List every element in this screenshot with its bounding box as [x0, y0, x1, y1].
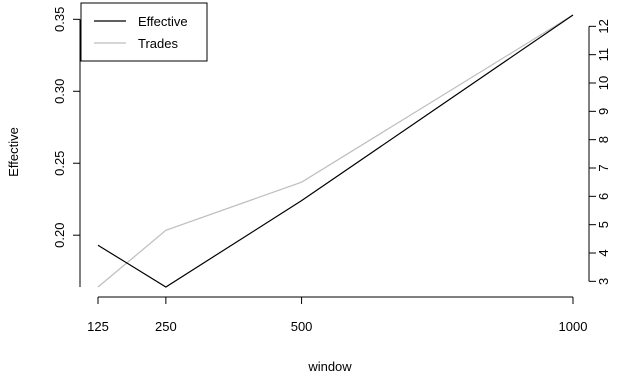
legend-label-trades: Trades: [138, 36, 178, 51]
x-tick-label: 500: [291, 319, 313, 334]
series-line-trades: [97, 14, 574, 288]
y-right-tick-label: 9: [596, 108, 611, 115]
legend-label-effective: Effective: [138, 14, 188, 29]
series-layer: [97, 14, 574, 288]
y-right-tick-label: 12: [596, 19, 611, 33]
y-left-tick-label: 0.35: [52, 7, 67, 32]
y-right-tick-label: 10: [596, 76, 611, 90]
y-right-tick-label: 5: [596, 221, 611, 228]
legend-box: [80, 2, 208, 62]
y-right-tick-label: 3: [596, 278, 611, 285]
y-left-tick-label: 0.25: [52, 151, 67, 176]
x-tick-label: 125: [87, 319, 109, 334]
axes: 125 250 500 1000 0.20 0.25 0.30 0.35 3 4 5 6 7 8 9 10 11…: [52, 7, 611, 334]
series-line-effective: [97, 14, 574, 288]
y-right-tick-label: 4: [596, 249, 611, 256]
y-right-tick-label: 11: [596, 48, 611, 62]
y-right-tick-label: 6: [596, 193, 611, 200]
y-left-tick-label: 0.20: [52, 223, 67, 248]
x-tick-label: 1000: [559, 319, 588, 334]
y-right-tick-label: 8: [596, 136, 611, 143]
y-left-tick-label: 0.30: [52, 79, 67, 104]
y-axis-title: Effective: [6, 127, 21, 177]
y-right-tick-label: 7: [596, 164, 611, 171]
x-tick-label: 250: [155, 319, 177, 334]
x-axis-title: window: [307, 359, 352, 374]
legend: Effective Trades: [80, 2, 208, 62]
